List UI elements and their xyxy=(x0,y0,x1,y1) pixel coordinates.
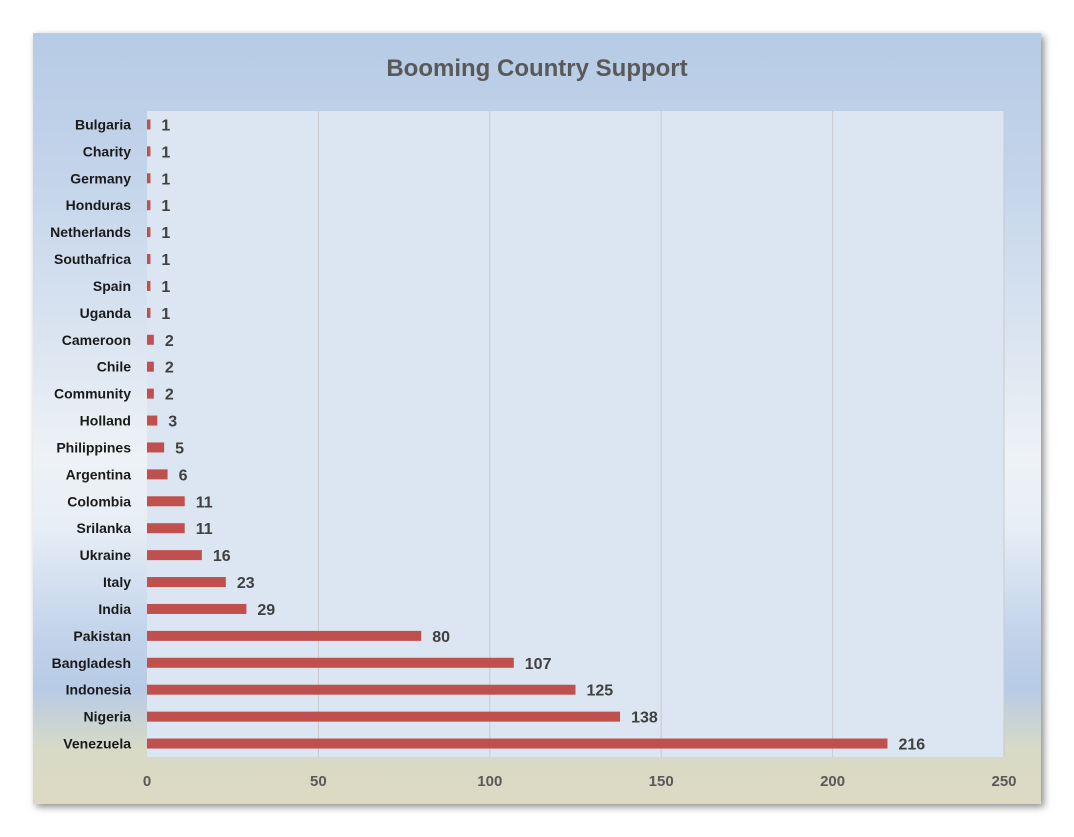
category-label: Ukraine xyxy=(80,547,132,563)
category-label: Venezuela xyxy=(63,736,131,752)
value-label: 107 xyxy=(525,656,552,673)
value-label: 80 xyxy=(432,629,450,646)
value-label: 2 xyxy=(165,387,174,404)
value-label: 1 xyxy=(161,198,170,215)
bar-southafrica xyxy=(147,254,151,265)
x-tick-label: 50 xyxy=(310,773,327,790)
category-label: Pakistan xyxy=(73,628,131,644)
category-label: India xyxy=(98,601,131,617)
category-label: Srilanka xyxy=(77,520,132,536)
category-label: Uganda xyxy=(80,305,132,321)
bar-spain xyxy=(147,280,151,291)
bar-ukraine xyxy=(147,550,202,561)
value-label: 1 xyxy=(161,252,170,269)
bar-netherlands xyxy=(147,227,151,238)
value-label: 3 xyxy=(168,414,177,431)
bar-india xyxy=(147,603,247,614)
bar-colombia xyxy=(147,496,185,507)
value-label: 11 xyxy=(196,494,213,511)
bar-pakistan xyxy=(147,630,422,641)
bar-chart: Booming Country Support Bulgaria Charity G… xyxy=(50,55,1017,790)
value-label: 125 xyxy=(587,683,614,700)
bar-germany xyxy=(147,173,151,184)
chart-frame: Booming Country Support Bulgaria Charity G… xyxy=(33,33,1041,804)
bar-bangladesh xyxy=(147,657,514,668)
category-label: Holland xyxy=(80,413,131,429)
value-label: 1 xyxy=(161,225,170,242)
x-tick-label: 0 xyxy=(143,773,151,790)
value-label: 138 xyxy=(631,710,658,727)
bar-philippines xyxy=(147,442,165,453)
category-label: Bangladesh xyxy=(52,655,131,671)
category-label: Cameroon xyxy=(62,332,131,348)
gridlines xyxy=(317,111,1005,757)
category-label: Charity xyxy=(83,143,131,159)
bar-bulgaria xyxy=(147,119,151,130)
category-label: Spain xyxy=(93,278,131,294)
bar-charity xyxy=(147,146,151,157)
x-axis-tick-labels: 0 50 100 150 200 250 xyxy=(143,773,1017,790)
chart-title: Booming Country Support xyxy=(386,55,687,82)
value-label: 1 xyxy=(161,117,170,134)
category-label: Italy xyxy=(103,574,131,590)
bar-italy xyxy=(147,577,226,588)
value-label: 216 xyxy=(898,737,925,754)
category-label: Netherlands xyxy=(50,224,131,240)
value-label: 2 xyxy=(165,360,174,377)
x-tick-label: 100 xyxy=(477,773,502,790)
bar-venezuela xyxy=(147,738,888,749)
value-label: 5 xyxy=(175,440,184,457)
value-label: 11 xyxy=(196,521,213,538)
plot-area xyxy=(147,111,1004,757)
category-label: Argentina xyxy=(66,466,132,482)
bar-indonesia xyxy=(147,684,576,695)
x-tick-label: 200 xyxy=(820,773,845,790)
x-tick-label: 250 xyxy=(991,773,1016,790)
value-label: 1 xyxy=(161,306,170,323)
value-label: 1 xyxy=(161,279,170,296)
category-label: Indonesia xyxy=(66,682,132,698)
category-label: Bulgaria xyxy=(75,116,131,132)
value-label: 23 xyxy=(237,575,255,592)
category-label: Philippines xyxy=(56,439,131,455)
value-label: 2 xyxy=(165,333,174,350)
bars xyxy=(147,119,888,749)
category-label: Chile xyxy=(97,359,131,375)
category-label: Germany xyxy=(70,170,131,186)
bar-chile xyxy=(147,361,154,372)
category-label: Nigeria xyxy=(84,709,132,725)
category-label: Southafrica xyxy=(54,251,131,267)
bar-argentina xyxy=(147,469,168,480)
value-label: 29 xyxy=(257,602,275,619)
bar-holland xyxy=(147,415,158,426)
value-label: 1 xyxy=(161,144,170,161)
bar-cameroon xyxy=(147,334,154,345)
bar-honduras xyxy=(147,200,151,211)
bar-community xyxy=(147,388,154,399)
category-label: Colombia xyxy=(67,493,131,509)
category-label: Honduras xyxy=(66,197,132,213)
value-label: 6 xyxy=(179,467,188,484)
category-labels: Bulgaria Charity Germany Honduras Netherland… xyxy=(50,116,131,751)
category-label: Community xyxy=(54,386,131,402)
value-label: 1 xyxy=(161,171,170,188)
x-tick-label: 150 xyxy=(649,773,674,790)
value-label: 16 xyxy=(213,548,231,565)
bar-srilanka xyxy=(147,523,185,534)
bar-uganda xyxy=(147,307,151,318)
bar-nigeria xyxy=(147,711,621,722)
